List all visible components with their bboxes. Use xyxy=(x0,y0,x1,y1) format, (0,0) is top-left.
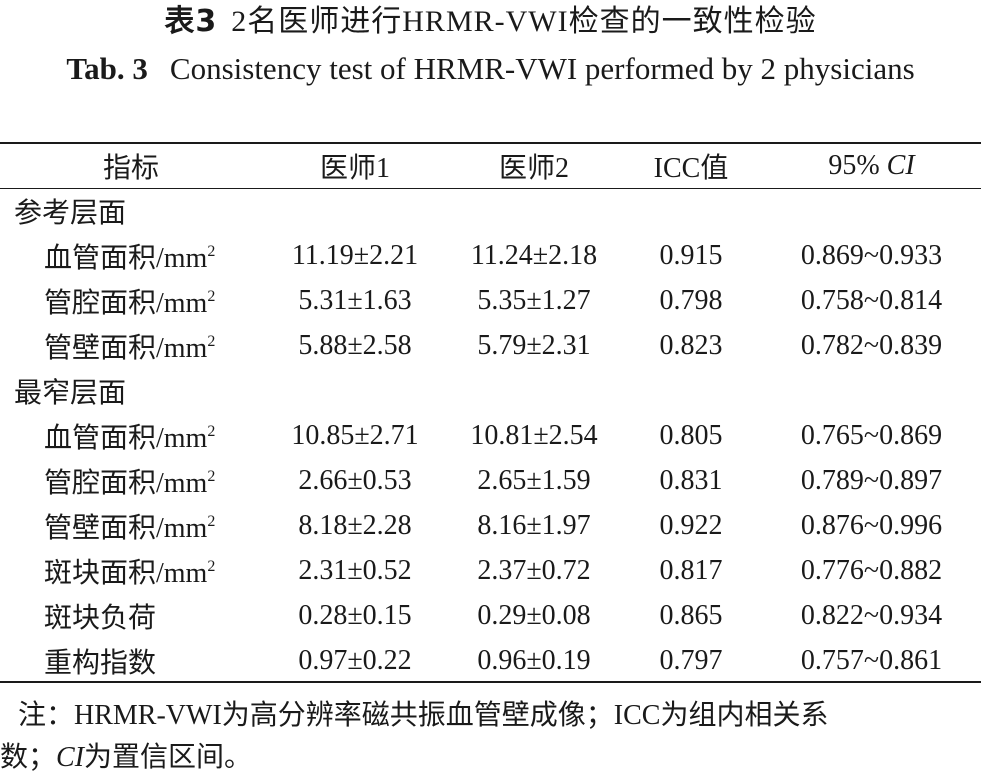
indicator-label: 管腔面积/mm xyxy=(44,287,208,319)
note-line-2-post: 为置信区间。 xyxy=(84,742,253,773)
ci-value: 0.876~0.996 xyxy=(800,509,943,541)
physician-2-value: 2.37±0.72 xyxy=(477,554,591,586)
header-ci: 95% CI xyxy=(762,144,981,188)
ci-value: 0.869~0.933 xyxy=(800,239,943,271)
physician-1-value: 0.97±0.22 xyxy=(298,644,412,676)
table-row: 管腔面积/mm2 5.31±1.63 5.35±1.27 0.798 0.758~0.8… xyxy=(0,278,981,323)
icc-value: 0.817 xyxy=(659,554,723,586)
table-title-en: Tab. 3 Consistency test of HRMR-VWI perfo… xyxy=(40,48,941,90)
icc-value: 0.805 xyxy=(659,419,723,451)
ci-value: 0.757~0.861 xyxy=(800,644,943,676)
row-indicator: 血管面积/mm2 xyxy=(0,233,262,278)
physician-2-value: 0.29±0.08 xyxy=(477,599,591,631)
table-row: 斑块负荷 0.28±0.15 0.29±0.08 0.865 0.822~0.934 xyxy=(0,593,981,638)
header-indicator: 指标 xyxy=(102,153,159,184)
indicator-label: 管壁面积/mm xyxy=(44,332,208,364)
row-indicator: 管壁面积/mm2 xyxy=(0,323,262,368)
ci-value: 0.789~0.897 xyxy=(800,464,943,496)
table-bottom-rule xyxy=(0,681,981,683)
row-indicator: 管壁面积/mm2 xyxy=(0,503,262,548)
table-row: 重构指数 0.97±0.22 0.96±0.19 0.797 0.757~0.861 xyxy=(0,638,981,683)
icc-value: 0.798 xyxy=(659,284,723,316)
physician-2-value: 8.16±1.97 xyxy=(477,509,591,541)
header-ci-prefix: 95% xyxy=(828,150,887,181)
table-top-rule xyxy=(0,142,981,144)
physician-2-value: 2.65±1.59 xyxy=(477,464,591,496)
indicator-label: 斑块面积/mm xyxy=(44,557,208,589)
section-label: 参考层面 xyxy=(14,197,127,229)
row-indicator: 斑块面积/mm2 xyxy=(0,548,262,593)
table-row: 管壁面积/mm2 5.88±2.58 5.79±2.31 0.823 0.782~0.8… xyxy=(0,323,981,368)
unit-superscript: 2 xyxy=(207,332,216,350)
table-body: 参考层面 血管面积/mm2 11.19±2.21 11.24±2.18 0.915 0.8… xyxy=(0,188,981,683)
icc-value: 0.922 xyxy=(659,509,723,541)
physician-1-value: 0.28±0.15 xyxy=(298,599,412,631)
row-indicator: 血管面积/mm2 xyxy=(0,413,262,458)
table-title-cn: 表3 2名医师进行HRMR-VWI检查的一致性检验 xyxy=(0,2,981,42)
table-header-row: 指标 医师1 医师2 ICC值 95% CI xyxy=(0,144,981,188)
section-label: 最窄层面 xyxy=(14,377,127,409)
table-row: 血管面积/mm2 11.19±2.21 11.24±2.18 0.915 0.869~0… xyxy=(0,233,981,278)
unit-superscript: 2 xyxy=(207,242,216,260)
ci-value: 0.776~0.882 xyxy=(800,554,943,586)
ci-value: 0.822~0.934 xyxy=(800,599,943,631)
physician-2-value: 10.81±2.54 xyxy=(470,419,598,451)
physician-1-value: 2.66±0.53 xyxy=(298,464,412,496)
header-physician-1: 医师1 xyxy=(319,153,390,184)
physician-2-value: 11.24±2.18 xyxy=(470,239,598,271)
header-icc: ICC值 xyxy=(653,153,729,184)
note-line-1: 注：HRMR-VWI为高分辨率磁共振血管壁成像；ICC为组内相关系 xyxy=(18,700,829,731)
icc-value: 0.823 xyxy=(659,329,723,361)
unit-superscript: 2 xyxy=(207,287,216,305)
indicator-label: 管壁面积/mm xyxy=(44,512,208,544)
note-line-2-pre: 数； xyxy=(0,742,57,773)
table-label-en: Tab. 3 xyxy=(66,51,148,86)
row-indicator: 管腔面积/mm2 xyxy=(0,458,262,503)
ci-value: 0.758~0.814 xyxy=(800,284,943,316)
row-indicator: 斑块负荷 xyxy=(0,593,262,638)
table-label-cn: 表3 xyxy=(164,4,218,39)
physician-1-value: 2.31±0.52 xyxy=(298,554,412,586)
icc-value: 0.915 xyxy=(659,239,723,271)
physician-1-value: 5.31±1.63 xyxy=(298,284,412,316)
row-indicator: 管腔面积/mm2 xyxy=(0,278,262,323)
header-physician-2: 医师2 xyxy=(498,153,569,184)
physician-1-value: 8.18±2.28 xyxy=(298,509,412,541)
indicator-label: 血管面积/mm xyxy=(44,242,208,274)
table-row: 斑块面积/mm2 2.31±0.52 2.37±0.72 0.817 0.776~0.8… xyxy=(0,548,981,593)
table-row: 管腔面积/mm2 2.66±0.53 2.65±1.59 0.831 0.789~0.8… xyxy=(0,458,981,503)
indicator-label: 斑块负荷 xyxy=(44,602,157,634)
unit-superscript: 2 xyxy=(207,422,216,440)
physician-1-value: 5.88±2.58 xyxy=(298,329,412,361)
table-row: 血管面积/mm2 10.85±2.71 10.81±2.54 0.805 0.765~0… xyxy=(0,413,981,458)
header-ci-italic: CI xyxy=(886,150,915,181)
unit-superscript: 2 xyxy=(207,512,216,530)
ci-value: 0.782~0.839 xyxy=(800,329,943,361)
section-row: 最窄层面 xyxy=(0,368,981,413)
table-note: 注：HRMR-VWI为高分辨率磁共振血管壁成像；ICC为组内相关系 数；CI为置… xyxy=(0,695,978,779)
unit-superscript: 2 xyxy=(207,557,216,575)
physician-1-value: 10.85±2.71 xyxy=(291,419,419,451)
section-row: 参考层面 xyxy=(0,188,981,233)
physician-2-value: 5.35±1.27 xyxy=(477,284,591,316)
icc-value: 0.865 xyxy=(659,599,723,631)
ci-value: 0.765~0.869 xyxy=(800,419,943,451)
table-row: 管壁面积/mm2 8.18±2.28 8.16±1.97 0.922 0.876~0.9… xyxy=(0,503,981,548)
physician-2-value: 0.96±0.19 xyxy=(477,644,591,676)
icc-value: 0.831 xyxy=(659,464,723,496)
table-title-en-text: Consistency test of HRMR-VWI performed b… xyxy=(169,51,915,86)
table-header-rule xyxy=(0,188,981,189)
indicator-label: 重构指数 xyxy=(44,647,157,679)
physician-2-value: 5.79±2.31 xyxy=(477,329,591,361)
indicator-label: 血管面积/mm xyxy=(44,422,208,454)
note-ci-italic: CI xyxy=(56,742,85,773)
note-line-2: 数；CI为置信区间。 xyxy=(0,737,978,779)
row-indicator: 重构指数 xyxy=(0,638,262,683)
icc-value: 0.797 xyxy=(659,644,723,676)
physician-1-value: 11.19±2.21 xyxy=(291,239,419,271)
table-title-cn-text: 2名医师进行HRMR-VWI检查的一致性检验 xyxy=(231,5,817,38)
indicator-label: 管腔面积/mm xyxy=(44,467,208,499)
consistency-table: 指标 医师1 医师2 ICC值 95% CI 参考层面 血管面积/mm2 11.19… xyxy=(0,144,981,683)
unit-superscript: 2 xyxy=(207,467,216,485)
